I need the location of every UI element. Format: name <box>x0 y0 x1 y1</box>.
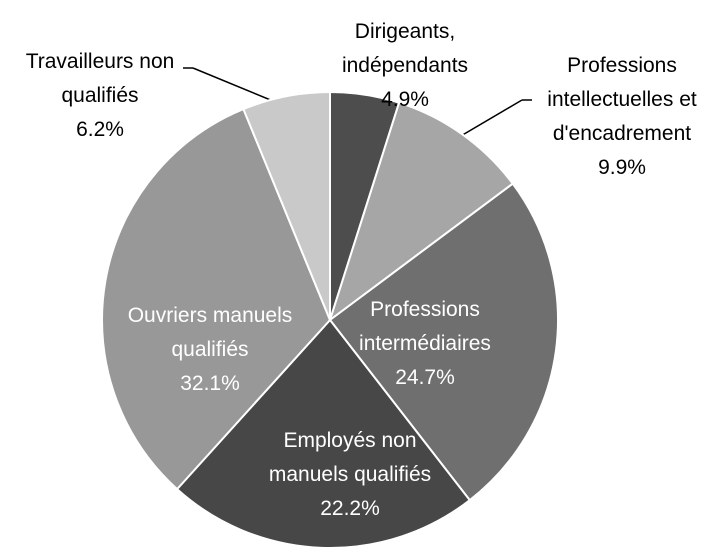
slice-value-label: 9.9% <box>598 156 646 179</box>
slice-value-label: 6.2% <box>76 118 124 141</box>
slice-label: Professions intellectuelles et d'encadreme… <box>547 54 697 145</box>
slice-label: Travailleurs non qualifiés <box>26 50 175 107</box>
pie-slice <box>175 318 472 549</box>
slice-label: Ouvriers manuels qualifiés <box>128 304 293 361</box>
slice-value-label: 4.9% <box>381 88 429 111</box>
pie-slice <box>328 101 515 323</box>
slice-value-label: 24.7% <box>395 366 455 389</box>
pie-slice <box>242 90 331 321</box>
slices <box>101 90 559 549</box>
pie-slice <box>328 182 559 502</box>
slice-label: Employés non manuels qualifiés <box>269 429 431 486</box>
slice-label: Professions intermédiaires <box>359 298 491 355</box>
slice-label: Dirigeants, indépendants <box>342 20 468 77</box>
pie-slice <box>101 107 332 491</box>
slice-value-label: 22.2% <box>320 497 380 520</box>
slice-value-label: 32.1% <box>180 372 240 395</box>
